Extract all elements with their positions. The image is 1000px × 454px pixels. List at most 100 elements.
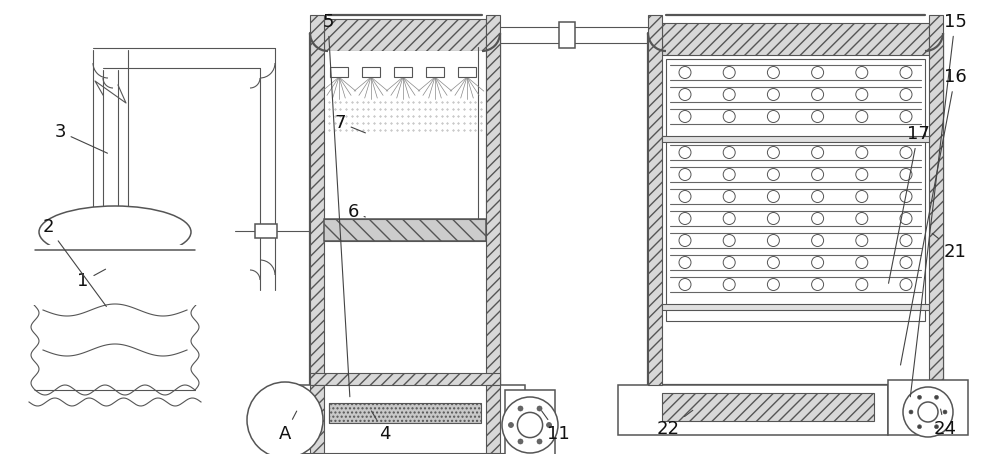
Bar bbox=[324, 19, 486, 51]
Bar bbox=[310, 385, 324, 453]
Ellipse shape bbox=[39, 206, 191, 258]
Circle shape bbox=[518, 406, 523, 411]
Circle shape bbox=[767, 235, 779, 247]
Text: 17: 17 bbox=[889, 125, 929, 283]
Circle shape bbox=[856, 147, 868, 158]
Bar bbox=[394, 67, 412, 77]
Circle shape bbox=[812, 191, 824, 202]
Text: 6: 6 bbox=[347, 203, 365, 222]
Circle shape bbox=[812, 147, 824, 158]
Bar bbox=[929, 15, 943, 385]
Circle shape bbox=[812, 257, 824, 268]
Bar bbox=[648, 15, 662, 385]
Bar bbox=[458, 67, 476, 77]
Circle shape bbox=[767, 66, 779, 79]
Circle shape bbox=[812, 66, 824, 79]
Bar bbox=[328, 15, 482, 385]
Circle shape bbox=[812, 110, 824, 123]
Bar bbox=[505, 390, 555, 454]
Circle shape bbox=[903, 387, 953, 437]
Circle shape bbox=[856, 66, 868, 79]
Bar bbox=[662, 393, 874, 421]
Circle shape bbox=[767, 212, 779, 224]
Bar bbox=[888, 380, 968, 435]
Circle shape bbox=[856, 235, 868, 247]
Circle shape bbox=[723, 168, 735, 181]
Circle shape bbox=[812, 168, 824, 181]
Circle shape bbox=[723, 191, 735, 202]
Text: 24: 24 bbox=[934, 409, 956, 438]
Circle shape bbox=[934, 395, 938, 399]
Circle shape bbox=[767, 89, 779, 100]
Circle shape bbox=[900, 257, 912, 268]
Text: A: A bbox=[279, 411, 297, 443]
Circle shape bbox=[679, 66, 691, 79]
Bar bbox=[310, 33, 500, 385]
Circle shape bbox=[679, 110, 691, 123]
Text: 21: 21 bbox=[932, 233, 966, 261]
Circle shape bbox=[723, 147, 735, 158]
Bar bbox=[280, 453, 525, 454]
Circle shape bbox=[900, 235, 912, 247]
Circle shape bbox=[723, 89, 735, 100]
Bar bbox=[324, 51, 486, 373]
Bar bbox=[662, 136, 929, 142]
Bar bbox=[486, 15, 500, 385]
Circle shape bbox=[679, 89, 691, 100]
Text: 5: 5 bbox=[322, 13, 350, 397]
Circle shape bbox=[517, 412, 543, 438]
Circle shape bbox=[900, 278, 912, 291]
Bar bbox=[362, 67, 380, 77]
Bar bbox=[310, 373, 500, 385]
Circle shape bbox=[679, 235, 691, 247]
Circle shape bbox=[537, 406, 542, 411]
Circle shape bbox=[547, 423, 552, 428]
Circle shape bbox=[900, 191, 912, 202]
Text: 1: 1 bbox=[77, 269, 106, 291]
Circle shape bbox=[856, 191, 868, 202]
Text: 16: 16 bbox=[901, 68, 966, 365]
Bar bbox=[662, 23, 929, 55]
Circle shape bbox=[723, 212, 735, 224]
Text: 22: 22 bbox=[656, 410, 693, 438]
Circle shape bbox=[856, 168, 868, 181]
Circle shape bbox=[900, 66, 912, 79]
Circle shape bbox=[918, 402, 938, 422]
Circle shape bbox=[537, 439, 542, 444]
Circle shape bbox=[812, 89, 824, 100]
Text: 11: 11 bbox=[542, 411, 569, 443]
Circle shape bbox=[679, 257, 691, 268]
Bar bbox=[30, 245, 200, 305]
Bar bbox=[559, 22, 575, 48]
Bar bbox=[486, 385, 500, 453]
Text: 4: 4 bbox=[371, 411, 391, 443]
Circle shape bbox=[918, 395, 922, 399]
Bar bbox=[324, 218, 486, 241]
Circle shape bbox=[767, 257, 779, 268]
Text: 3: 3 bbox=[54, 123, 107, 153]
Circle shape bbox=[812, 278, 824, 291]
Circle shape bbox=[767, 278, 779, 291]
Circle shape bbox=[767, 147, 779, 158]
Circle shape bbox=[767, 191, 779, 202]
Bar bbox=[280, 385, 525, 454]
Circle shape bbox=[679, 212, 691, 224]
Circle shape bbox=[856, 278, 868, 291]
Circle shape bbox=[900, 89, 912, 100]
Circle shape bbox=[943, 410, 947, 414]
Circle shape bbox=[767, 110, 779, 123]
Circle shape bbox=[900, 110, 912, 123]
Circle shape bbox=[856, 110, 868, 123]
Circle shape bbox=[900, 147, 912, 158]
Bar bbox=[426, 67, 444, 77]
Circle shape bbox=[723, 278, 735, 291]
Circle shape bbox=[723, 257, 735, 268]
Bar bbox=[310, 15, 324, 385]
Circle shape bbox=[856, 89, 868, 100]
Circle shape bbox=[812, 235, 824, 247]
Text: 2: 2 bbox=[42, 218, 106, 306]
Circle shape bbox=[918, 425, 922, 429]
Circle shape bbox=[679, 147, 691, 158]
Circle shape bbox=[679, 191, 691, 202]
Circle shape bbox=[502, 397, 558, 453]
